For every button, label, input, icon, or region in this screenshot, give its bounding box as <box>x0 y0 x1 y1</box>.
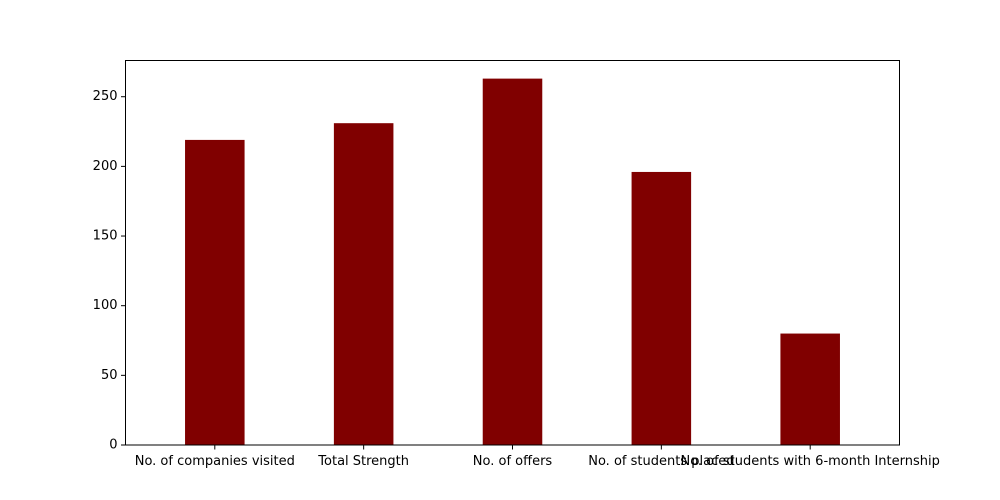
x-tick-label: No. of offers <box>473 454 553 469</box>
bar <box>631 171 692 445</box>
x-axis: No. of companies visited Total Strength No… <box>135 445 940 469</box>
y-tick-label: 150 <box>93 229 118 244</box>
x-tick-label: No. of students placed <box>588 454 734 469</box>
x-tick-label: Total Strength <box>317 454 409 469</box>
bars-group <box>185 78 840 446</box>
x-tick-label: No. of students with 6-month Internship <box>680 454 939 469</box>
y-axis: 0 50 100 150 200 250 <box>93 89 126 453</box>
x-tick-label: No. of companies visited <box>135 454 295 469</box>
y-tick-label: 250 <box>93 89 118 104</box>
bar <box>780 333 840 445</box>
bar <box>333 123 394 445</box>
bar <box>185 139 245 446</box>
y-tick-label: 200 <box>93 159 118 174</box>
y-tick-label: 100 <box>93 298 118 313</box>
bar <box>482 78 543 445</box>
plot-frame <box>125 60 900 446</box>
y-tick-label: 50 <box>101 368 118 383</box>
y-tick-label: 0 <box>109 438 117 453</box>
